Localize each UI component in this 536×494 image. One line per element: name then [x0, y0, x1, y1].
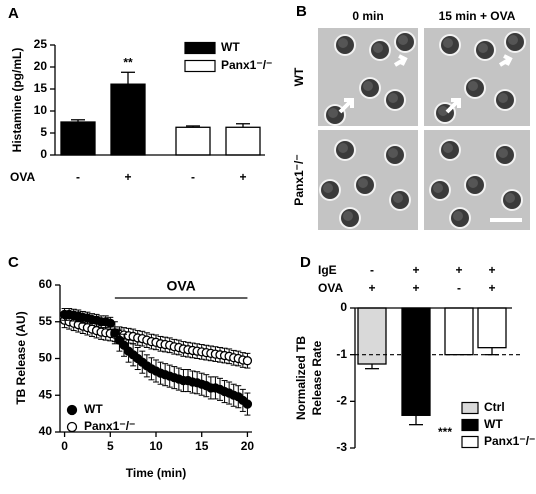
- panel-label: D: [300, 254, 311, 271]
- y-tick-label: 15: [34, 81, 48, 95]
- column-label: 0 min: [352, 9, 383, 23]
- micrographs: [318, 28, 530, 230]
- row-value: +: [412, 281, 419, 295]
- panel-label: A: [8, 5, 19, 22]
- legend-label: WT: [484, 417, 503, 431]
- bar: [357, 307, 387, 365]
- legend-swatch: [461, 435, 479, 449]
- row-label: OVA: [318, 281, 343, 295]
- marker: [119, 340, 129, 350]
- row-value: +: [124, 170, 131, 184]
- x-tick-label: 10: [149, 439, 163, 453]
- legend-label: Panx1⁻/⁻: [84, 419, 135, 433]
- row-value: -: [76, 170, 80, 184]
- row-label: OVA: [10, 170, 35, 184]
- legend-swatch: [461, 401, 479, 415]
- y-tick-label: 50: [39, 351, 53, 365]
- x-tick-label: 0: [61, 439, 68, 453]
- legend-label: Panx1⁻/⁻: [221, 58, 272, 72]
- y-tick-label: -3: [336, 440, 347, 454]
- y-tick-label: 10: [34, 103, 48, 117]
- x-tick-label: 15: [195, 439, 209, 453]
- y-tick-label: -1: [336, 347, 347, 361]
- bar: [444, 307, 474, 356]
- row-label: Panx1⁻/⁻: [292, 154, 306, 205]
- bar: [225, 126, 261, 156]
- legend-label: Panx1⁻/⁻: [484, 434, 535, 448]
- marker: [242, 356, 253, 366]
- legend-marker: [66, 421, 78, 433]
- legend-swatch: [461, 418, 479, 432]
- y-tick-label: 0: [40, 147, 47, 161]
- row-value: +: [488, 281, 495, 295]
- x-tick-label: 5: [107, 439, 114, 453]
- x-tick-label: 20: [241, 439, 255, 453]
- panel-label: B: [296, 3, 307, 20]
- y-axis-label: Histamine (pg/mL): [10, 48, 24, 153]
- y-tick-label: 0: [340, 300, 347, 314]
- annotation: ***: [438, 425, 452, 439]
- y-tick-label: 60: [39, 277, 53, 291]
- row-value: -: [370, 263, 374, 277]
- y-tick-label: 40: [39, 424, 53, 438]
- legend-label: WT: [84, 402, 103, 416]
- row-value: -: [191, 170, 195, 184]
- column-label: 15 min + OVA: [439, 9, 516, 23]
- y-tick-label: 25: [34, 37, 48, 51]
- y-axis-label: Normalized TB: [294, 336, 308, 420]
- row-label: WT: [292, 67, 306, 86]
- marker: [105, 318, 115, 328]
- row-value: +: [455, 263, 462, 277]
- row-value: +: [368, 281, 375, 295]
- bar: [477, 307, 507, 349]
- row-value: +: [412, 263, 419, 277]
- panel-label: C: [8, 254, 19, 271]
- bar: [401, 307, 431, 416]
- row-value: +: [239, 170, 246, 184]
- bar: [175, 126, 211, 156]
- scale-bar: [490, 218, 522, 222]
- x-axis-label: Time (min): [126, 466, 186, 480]
- bar: [110, 83, 146, 156]
- row-label: IgE: [318, 263, 337, 277]
- annotation: OVA: [166, 278, 195, 294]
- annotation: **: [123, 55, 133, 69]
- marker: [110, 328, 120, 338]
- marker: [242, 399, 253, 409]
- legend-label: Ctrl: [484, 400, 505, 414]
- bar: [60, 121, 96, 156]
- legend-marker: [66, 404, 78, 416]
- legend-swatch: [184, 59, 216, 73]
- legend-label: WT: [221, 40, 240, 54]
- y-axis-label: Release Rate: [310, 340, 324, 415]
- row-value: +: [488, 263, 495, 277]
- y-tick-label: 20: [34, 59, 48, 73]
- y-tick-label: 45: [39, 387, 53, 401]
- y-tick-label: -2: [336, 394, 347, 408]
- row-value: -: [457, 281, 461, 295]
- y-tick-label: 5: [40, 125, 47, 139]
- legend-swatch: [184, 41, 216, 55]
- y-axis-label: TB Release (AU): [14, 311, 28, 404]
- y-tick-label: 55: [39, 314, 53, 328]
